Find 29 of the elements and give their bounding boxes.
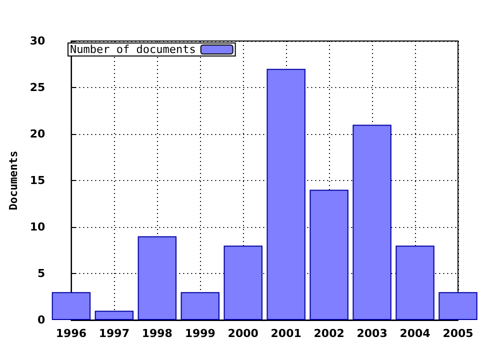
y-tick-label: 15 [30,174,46,187]
x-tick-label: 2001 [270,327,302,340]
bar [438,292,478,320]
x-tick-label: 2004 [400,327,431,340]
bar [310,190,348,320]
x-tick-label: 1999 [184,327,216,340]
bar [266,68,306,320]
y-tick-label: 0 [38,314,46,326]
y-tick-label: 10 [30,220,46,234]
y-tick-label: 30 [30,34,46,48]
y-tick-label: 20 [30,128,46,140]
bar [396,246,434,320]
x-tick-label: 1998 [142,327,172,340]
y-tick-label: 25 [30,81,46,94]
bar [352,124,392,320]
x-tick-label: 2002 [314,327,344,340]
legend-label: Number of documents [70,43,196,56]
x-tick-label: 2000 [228,327,259,340]
bar [180,292,220,320]
bar [94,310,134,320]
bar [52,292,91,320]
x-tick-label: 1996 [56,327,87,340]
bar [224,246,262,320]
bar [138,236,177,320]
y-axis-title: Documents [7,150,20,210]
x-tick-label: 1997 [98,327,130,340]
y-tick-label: 5 [38,267,46,280]
x-tick-label: 2005 [442,327,474,340]
x-tick-label: 2003 [356,327,388,340]
